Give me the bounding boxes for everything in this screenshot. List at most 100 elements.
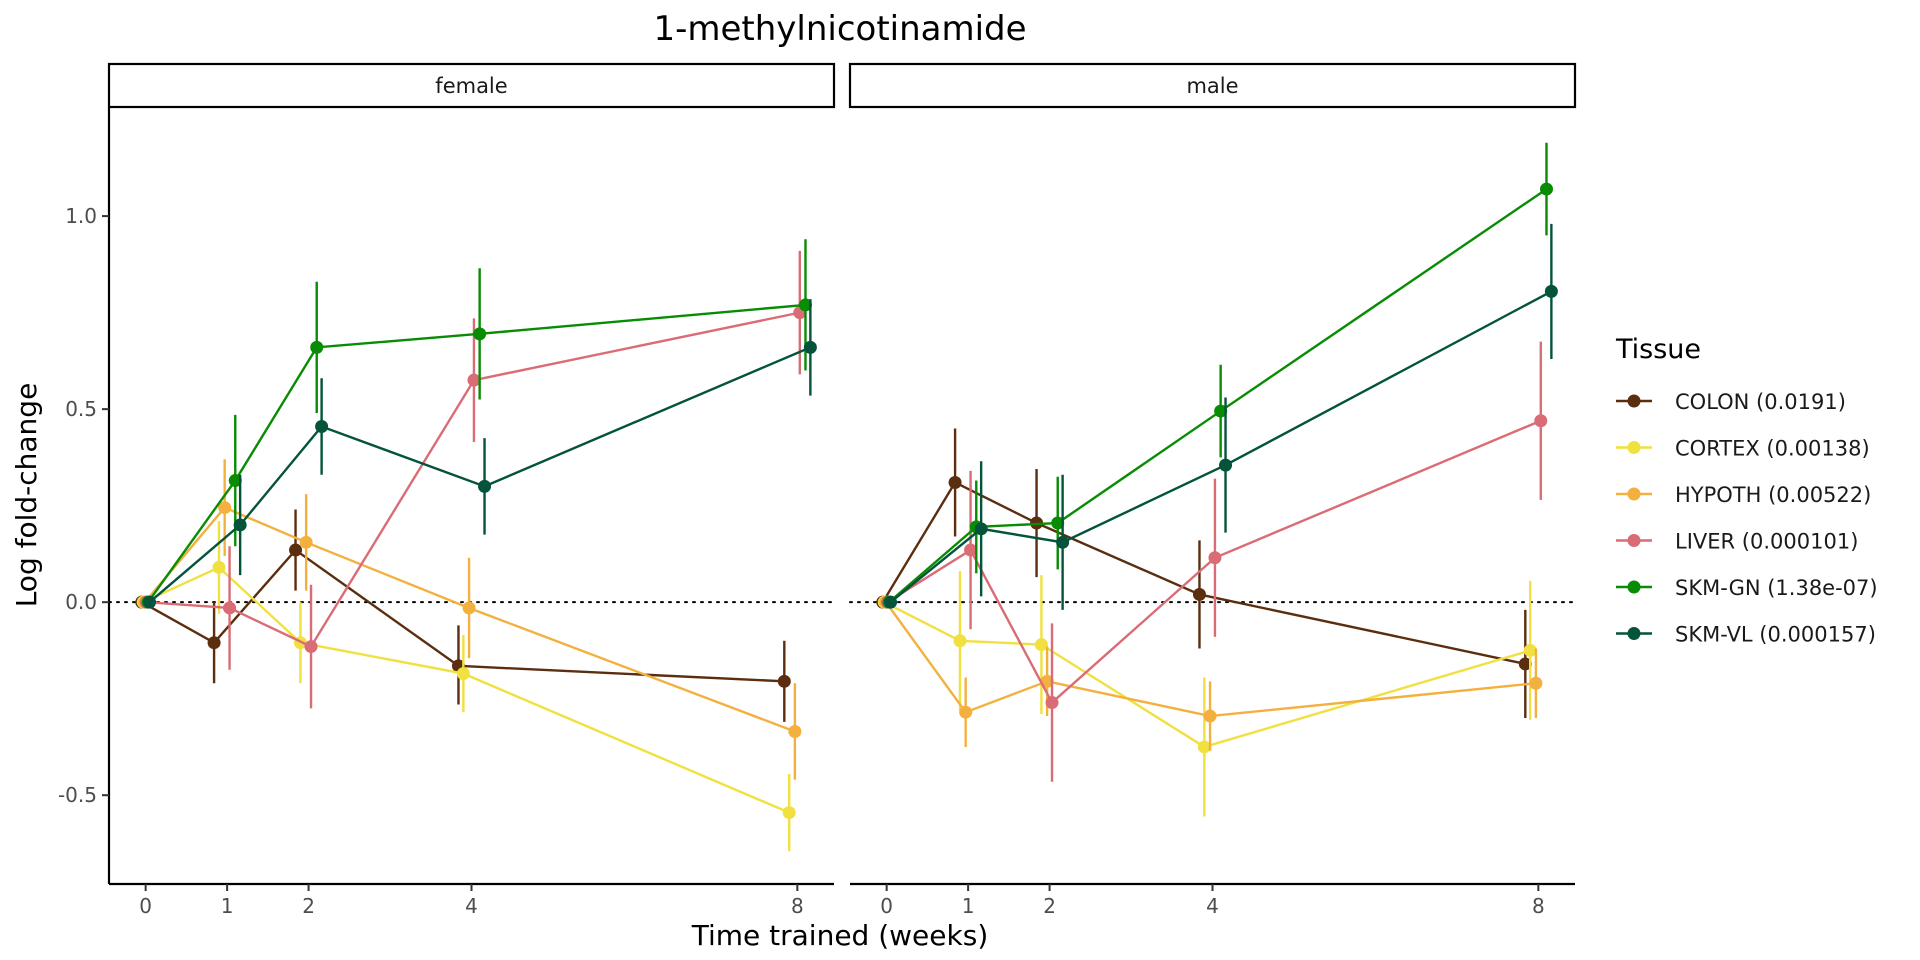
series-line [888, 188, 1548, 604]
data-point [143, 595, 157, 609]
data-point [462, 601, 476, 615]
data-point [1034, 638, 1048, 652]
y-tick-label: 0.0 [65, 590, 97, 614]
data-point [1534, 414, 1548, 428]
legend-label: LIVER (0.000101) [1675, 530, 1858, 554]
legend-key-point [1627, 487, 1641, 501]
series-skm-gn [882, 142, 1553, 609]
y-axis-title: Log fold-change [10, 383, 43, 608]
legend-label: COLON (0.0191) [1675, 390, 1846, 414]
x-tick-label: 1 [962, 894, 975, 918]
x-tick-label: 1 [221, 894, 234, 918]
data-point [1045, 696, 1059, 710]
x-tick-label: 0 [139, 894, 152, 918]
legend-item: CORTEX (0.00138) [1616, 437, 1870, 461]
data-point [884, 595, 898, 609]
strip-label: female [435, 74, 507, 98]
data-point [1208, 551, 1222, 565]
data-point [1051, 516, 1065, 530]
series-colon [876, 428, 1532, 718]
chart-title: 1-methylnicotinamide [653, 9, 1026, 49]
data-point [964, 543, 978, 557]
y-tick-label: 0.5 [65, 397, 97, 421]
data-point [974, 522, 988, 536]
series-line [147, 303, 806, 603]
data-point [299, 535, 313, 549]
legend-item: LIVER (0.000101) [1616, 530, 1858, 554]
series-hypoth [138, 459, 802, 780]
strip-box [848, 62, 1577, 109]
x-tick-label: 8 [791, 894, 804, 918]
legend-key-point [1627, 627, 1641, 640]
data-point [1192, 587, 1206, 601]
data-point [478, 479, 492, 493]
data-point [218, 501, 232, 515]
legend-label: SKM-VL (0.000157) [1675, 623, 1876, 647]
strip-label: male [1186, 74, 1238, 98]
data-point [1523, 643, 1537, 657]
strip-box [107, 62, 836, 109]
legend: Tissue COLON (0.0191) CORTEX (0.00138) HYP… [1615, 334, 1878, 647]
legend-title: Tissue [1615, 334, 1701, 365]
data-point [1203, 709, 1217, 723]
data-point [212, 560, 226, 574]
x-axis-title: Time trained (weeks) [691, 919, 989, 952]
data-point [1539, 182, 1553, 196]
series-skm-vl [884, 223, 1558, 610]
data-point [782, 806, 796, 820]
x-tick-label: 2 [302, 894, 315, 918]
x-tick-label: 2 [1043, 894, 1056, 918]
series-cortex [877, 571, 1537, 817]
data-point [228, 474, 242, 488]
data-point [803, 340, 817, 354]
data-point [473, 327, 487, 341]
data-point [1219, 458, 1233, 472]
legend-label: SKM-GN (1.38e-07) [1675, 576, 1878, 600]
legend-key-point [1627, 394, 1641, 408]
data-point [233, 518, 247, 532]
data-point [456, 667, 470, 681]
data-point [953, 634, 967, 648]
x-tick-label: 0 [880, 894, 893, 918]
legend-label: HYPOTH (0.00522) [1675, 483, 1871, 507]
series-skm-gn [141, 239, 812, 609]
legend-item: HYPOTH (0.00522) [1616, 483, 1871, 507]
legend-key-point [1627, 441, 1641, 454]
panel-male: male 0 1 2 4 8 [848, 62, 1577, 918]
series-colon [135, 509, 791, 722]
data-point [1056, 535, 1070, 549]
legend-item: SKM-GN (1.38e-07) [1616, 576, 1878, 600]
legend-key-point [1627, 534, 1641, 547]
series-line [883, 601, 1531, 749]
data-point [788, 725, 802, 739]
data-point [1197, 740, 1211, 754]
y-tick-label: 1.0 [65, 204, 97, 228]
y-tick-label: -0.5 [58, 783, 97, 807]
legend-item: SKM-VL (0.000157) [1616, 623, 1876, 647]
legend-key-point [1627, 580, 1641, 594]
x-tick-label: 4 [465, 894, 478, 918]
data-point [1040, 674, 1054, 688]
legend-label: CORTEX (0.00138) [1675, 437, 1870, 461]
data-point [1518, 657, 1532, 671]
series-hypoth [879, 595, 1543, 751]
data-point [467, 373, 481, 387]
data-point [289, 543, 303, 557]
series-liver [139, 250, 807, 709]
data-point [948, 475, 962, 489]
data-point [959, 705, 973, 719]
series-line [881, 480, 1526, 666]
data-point [798, 298, 812, 312]
data-point [310, 340, 324, 354]
series-cortex [136, 521, 796, 852]
data-point [315, 420, 329, 434]
data-point [1214, 404, 1228, 418]
data-point [1529, 676, 1543, 690]
data-point [223, 601, 237, 615]
series-skm-vl [143, 299, 817, 609]
x-tick-label: 8 [1532, 894, 1545, 918]
data-point [777, 674, 791, 688]
data-point [1544, 284, 1558, 298]
x-tick-label: 4 [1206, 894, 1219, 918]
